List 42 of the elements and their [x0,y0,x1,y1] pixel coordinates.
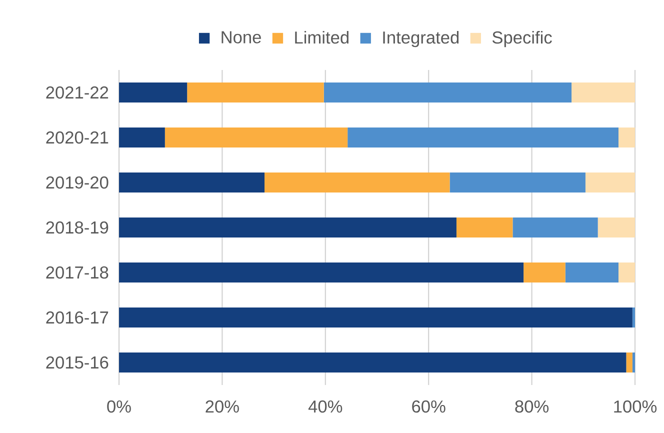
bar [264,172,450,193]
bar [618,128,636,148]
x-tick-label: 0% [107,400,131,413]
bar [164,128,348,148]
legend-label: None [222,31,261,44]
legend-label: Limited [295,30,348,44]
bar [119,352,626,372]
x-tick-label: 20% [206,400,239,413]
bar [565,262,618,283]
y-tick-label: 2020-21 [46,131,108,144]
bar [512,218,598,238]
legend-label: Integrated [383,30,459,48]
y-tick-label: 2016-17 [46,311,108,324]
x-tick-label: 100% [614,400,657,413]
bar [119,308,632,328]
bar [585,172,636,193]
bar [524,262,566,283]
y-tick-label: 2018-19 [46,221,108,234]
bar [119,262,524,283]
bar [119,128,165,148]
bar [348,128,618,148]
y-tick-label: 2021-22 [46,86,108,99]
bar [119,172,265,193]
x-tick-label: 80% [515,400,549,413]
bar [119,82,188,103]
bar [626,352,632,372]
bar [187,82,324,103]
bar [572,82,636,103]
bar [618,262,636,283]
y-tick-label: 2015-16 [46,356,108,369]
bar [119,218,456,238]
bar [324,82,572,103]
bar [632,352,636,372]
bar [456,218,513,238]
x-tick-label: 60% [412,400,446,413]
x-tick-label: 40% [308,400,342,413]
bar [632,308,636,328]
y-tick-label: 2019-20 [46,176,108,189]
bar [598,218,636,238]
legend-label: Specific [492,30,552,48]
bar [450,172,586,193]
y-tick-label: 2017-18 [46,266,108,279]
